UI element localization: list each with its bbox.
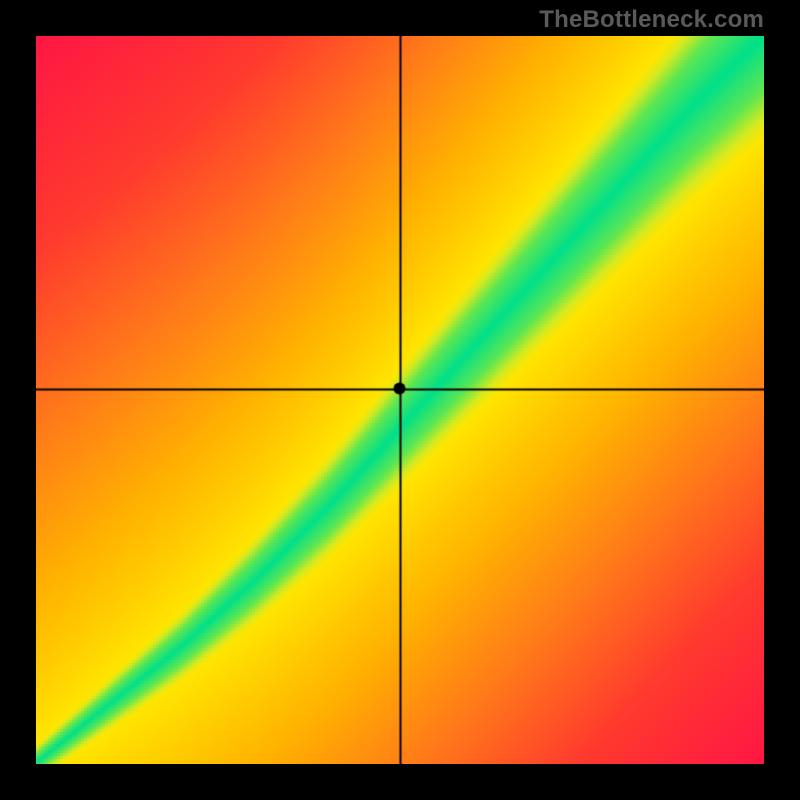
plot-area: [36, 36, 764, 764]
outer-frame: TheBottleneck.com: [0, 0, 800, 800]
watermark-text: TheBottleneck.com: [539, 6, 764, 34]
crosshair-overlay: [36, 36, 764, 764]
